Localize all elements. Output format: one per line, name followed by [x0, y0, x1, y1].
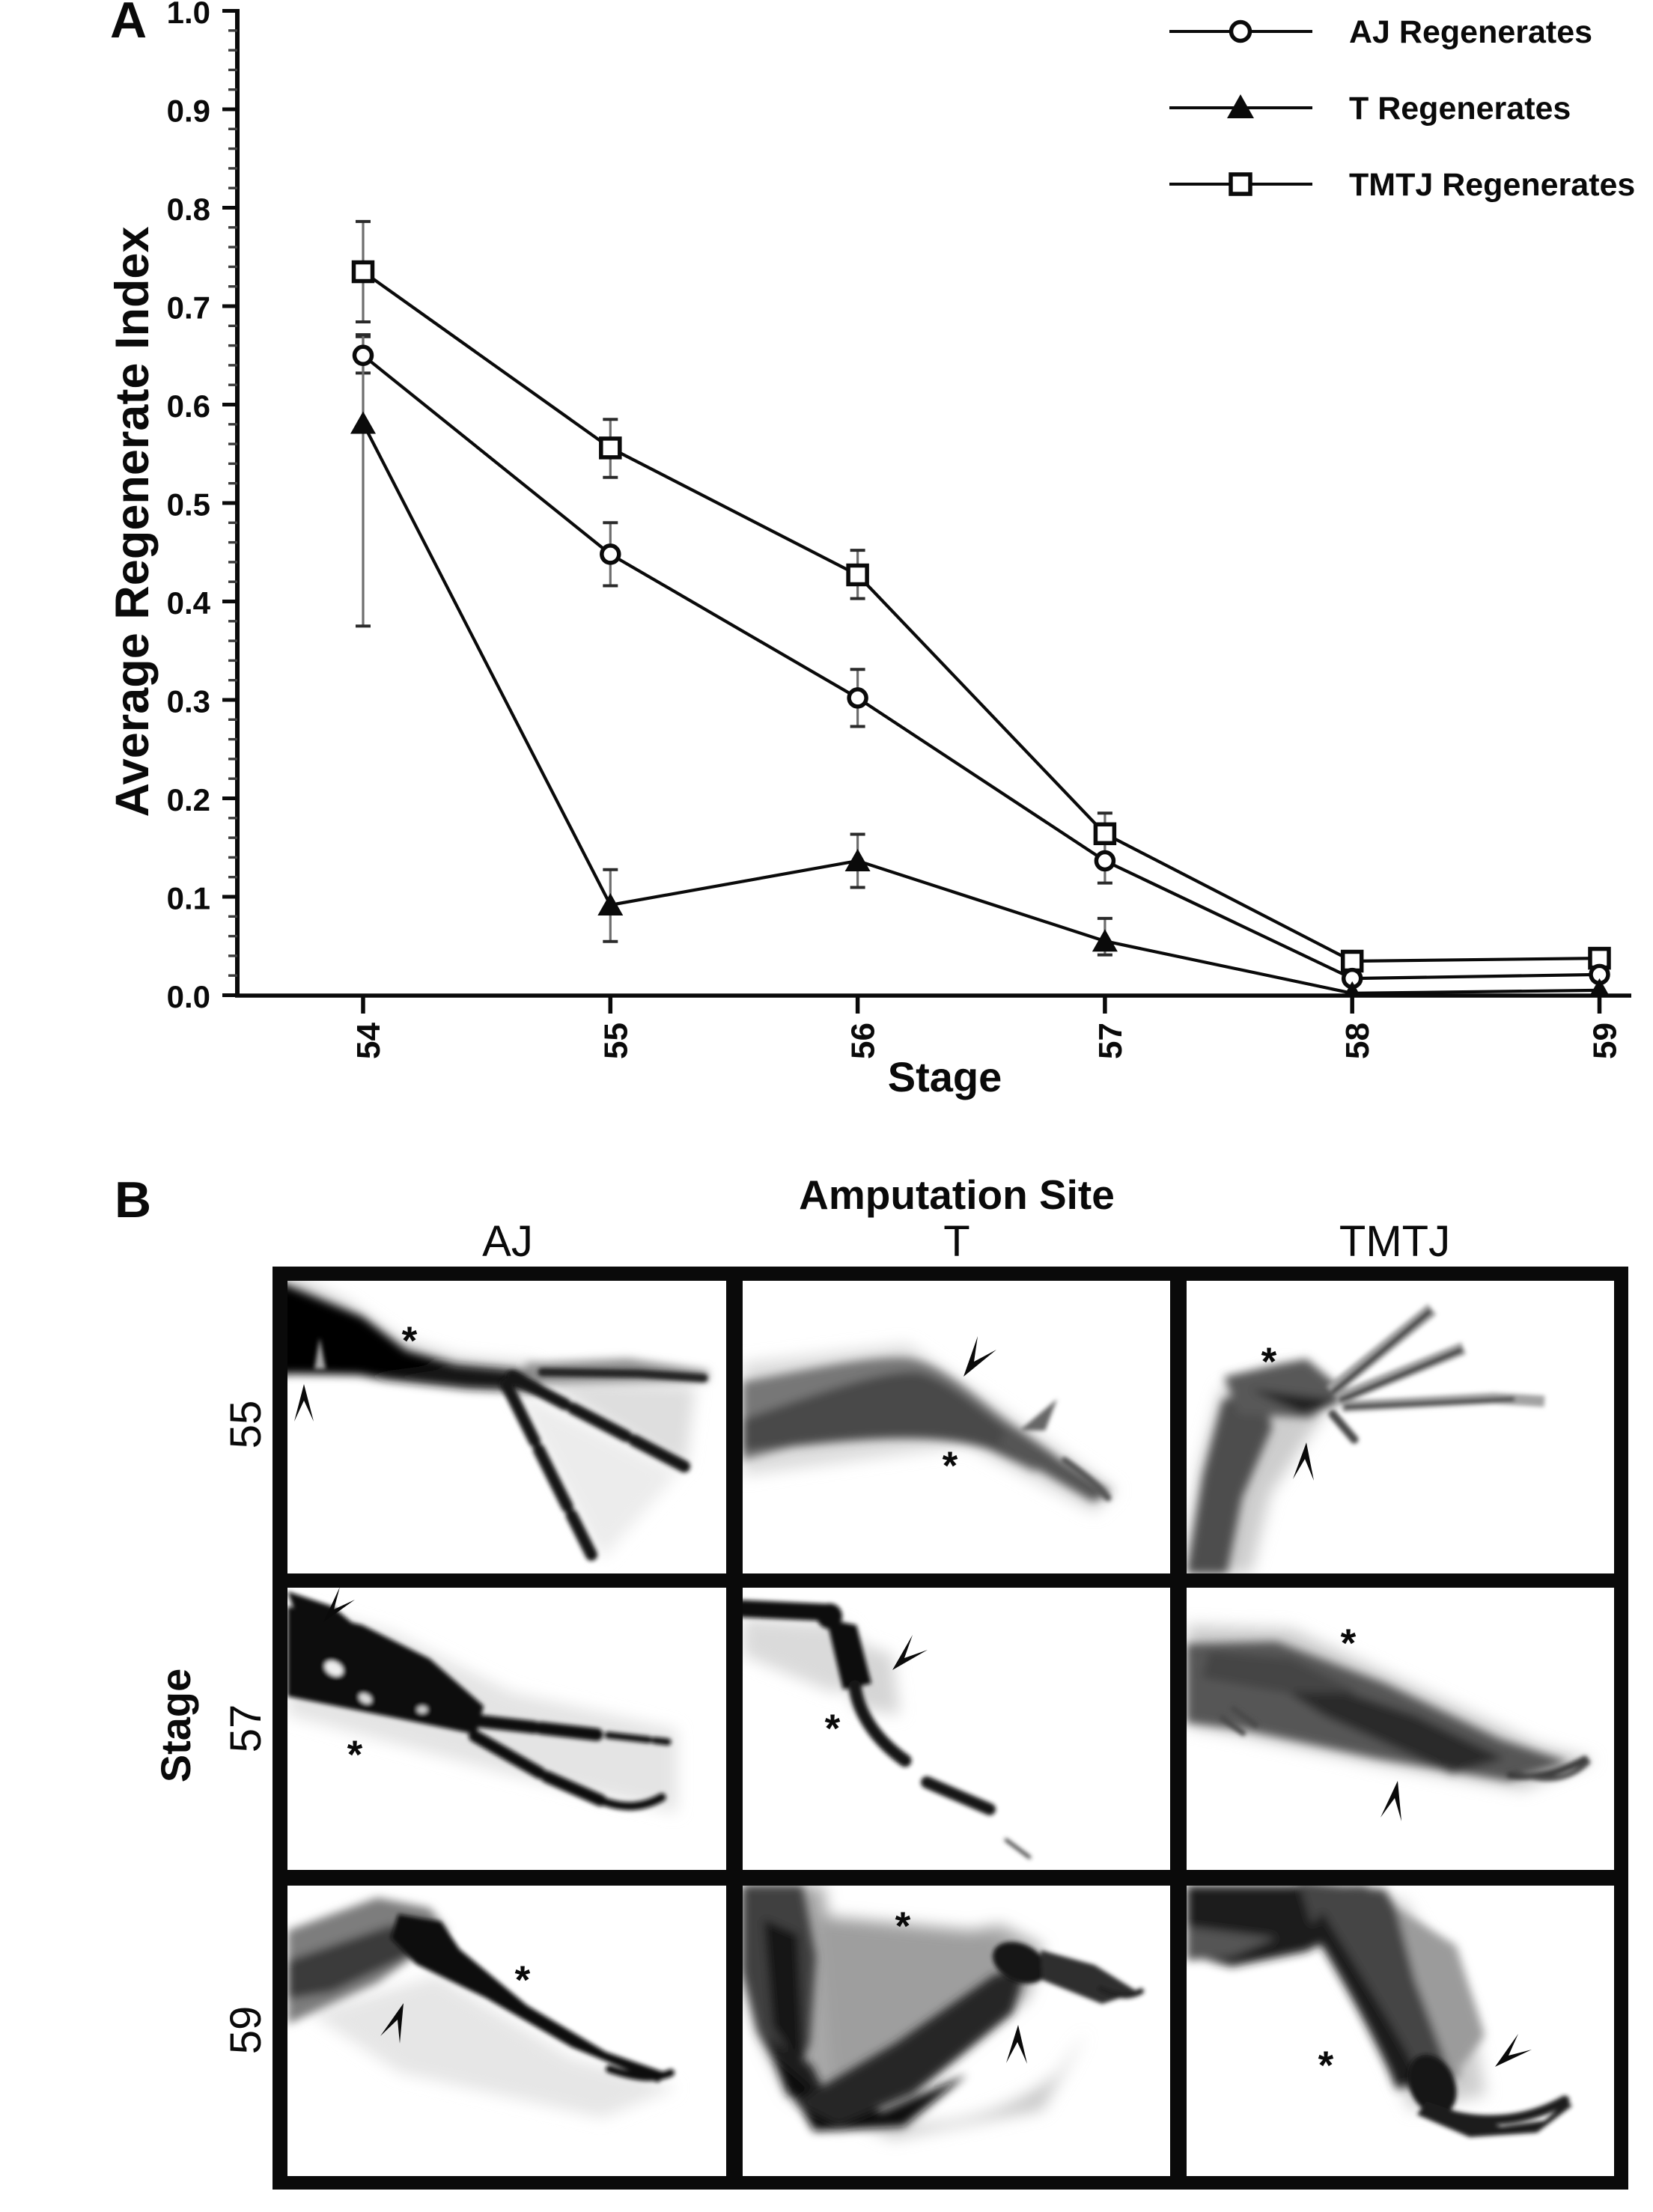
svg-text:TMTJ: TMTJ: [1339, 1217, 1450, 1266]
svg-text:0.4: 0.4: [167, 585, 211, 621]
svg-text:56: 56: [845, 1023, 882, 1059]
svg-text:Stage: Stage: [888, 1053, 1002, 1100]
svg-text:55: 55: [222, 1401, 270, 1449]
svg-text:*: *: [895, 1904, 911, 1949]
svg-text:57: 57: [222, 1704, 270, 1753]
svg-text:A: A: [110, 0, 147, 49]
svg-text:55: 55: [597, 1023, 634, 1059]
svg-text:0.1: 0.1: [167, 881, 210, 916]
svg-text:0.3: 0.3: [167, 684, 210, 719]
svg-text:*: *: [347, 1733, 363, 1777]
svg-text:0.8: 0.8: [167, 192, 210, 227]
svg-text:1.0: 1.0: [167, 0, 210, 30]
svg-text:AJ: AJ: [482, 1217, 533, 1266]
svg-text:*: *: [1318, 2044, 1334, 2088]
svg-text:*: *: [1341, 1621, 1357, 1666]
svg-text:Stage: Stage: [152, 1669, 199, 1783]
svg-text:59: 59: [222, 2006, 270, 2055]
svg-text:Average Regenerate Index: Average Regenerate Index: [106, 226, 159, 817]
svg-text:T Regenerates: T Regenerates: [1349, 91, 1571, 127]
svg-text:0.9: 0.9: [167, 94, 210, 129]
svg-text:0.7: 0.7: [167, 290, 210, 326]
svg-text:*: *: [515, 1958, 531, 2002]
svg-text:58: 58: [1339, 1023, 1376, 1059]
svg-text:0.0: 0.0: [167, 979, 210, 1014]
svg-text:*: *: [943, 1444, 958, 1488]
svg-text:AJ Regenerates: AJ Regenerates: [1349, 14, 1592, 50]
svg-text:Amputation Site: Amputation Site: [799, 1171, 1115, 1218]
svg-text:54: 54: [350, 1022, 387, 1058]
svg-text:*: *: [825, 1707, 841, 1751]
svg-text:0.6: 0.6: [167, 389, 210, 424]
svg-text:T: T: [943, 1217, 969, 1266]
svg-text:0.5: 0.5: [167, 487, 210, 522]
svg-text:57: 57: [1092, 1023, 1129, 1059]
svg-text:TMTJ Regenerates: TMTJ Regenerates: [1349, 167, 1635, 203]
svg-text:*: *: [402, 1319, 418, 1363]
svg-text:*: *: [1261, 1340, 1277, 1384]
svg-text:B: B: [115, 1171, 151, 1228]
svg-text:0.2: 0.2: [167, 782, 210, 817]
svg-text:59: 59: [1587, 1023, 1624, 1059]
